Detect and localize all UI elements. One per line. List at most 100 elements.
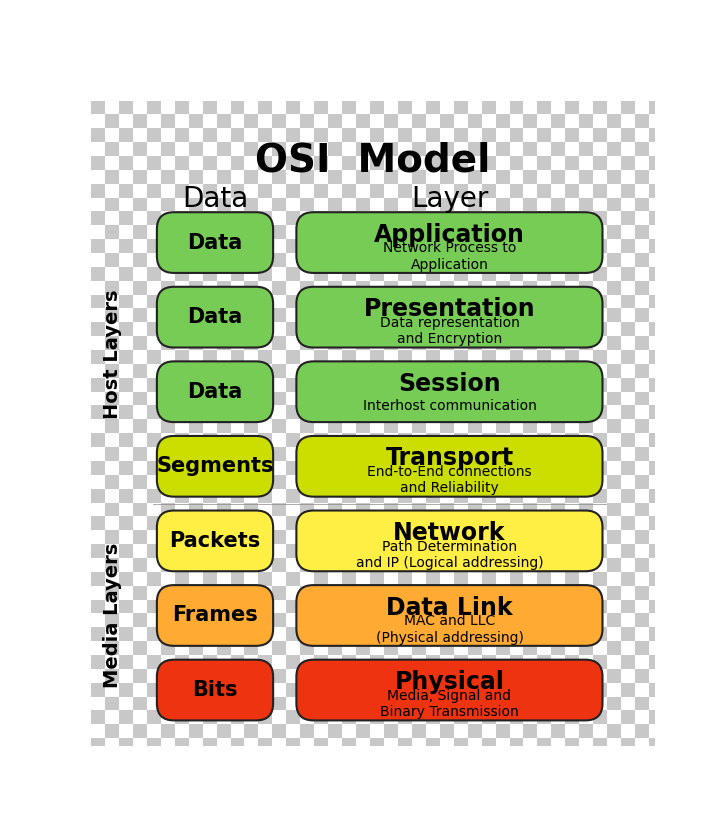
Bar [593, 295, 607, 308]
Bar [231, 738, 245, 752]
Bar [147, 225, 161, 239]
Bar [314, 184, 328, 198]
Bar [635, 696, 649, 711]
Bar [216, 170, 231, 184]
Bar [635, 461, 649, 475]
Bar [342, 447, 356, 461]
Bar [398, 530, 412, 544]
Bar [258, 572, 272, 586]
Bar [328, 613, 342, 627]
Bar [147, 128, 161, 142]
FancyBboxPatch shape [296, 510, 603, 572]
Bar [496, 308, 510, 323]
Bar [328, 558, 342, 572]
Bar [147, 142, 161, 156]
Bar [272, 475, 286, 489]
Bar [105, 752, 119, 766]
Bar [161, 669, 175, 683]
Bar [356, 406, 370, 419]
Bar [286, 211, 300, 225]
Bar [663, 447, 677, 461]
Bar [258, 115, 272, 128]
Bar [202, 239, 216, 253]
Bar [231, 239, 245, 253]
Bar [286, 225, 300, 239]
Bar [245, 419, 258, 433]
Bar [132, 572, 147, 586]
Bar [245, 516, 258, 530]
Bar [105, 142, 119, 156]
Bar [426, 115, 440, 128]
Bar [175, 239, 189, 253]
Bar [635, 738, 649, 752]
Bar [119, 295, 132, 308]
Bar [384, 406, 398, 419]
Bar [467, 281, 482, 295]
Bar [467, 711, 482, 724]
Bar [231, 323, 245, 336]
Bar [216, 711, 231, 724]
Bar [566, 198, 579, 211]
Bar [202, 378, 216, 391]
Bar [412, 613, 426, 627]
Bar [245, 503, 258, 516]
Bar [328, 281, 342, 295]
Bar [328, 711, 342, 724]
Bar [272, 641, 286, 655]
Bar [482, 281, 496, 295]
Bar [510, 475, 523, 489]
Bar [370, 599, 384, 613]
Bar [300, 350, 314, 364]
Bar [161, 586, 175, 599]
Bar [356, 433, 370, 447]
Bar [593, 503, 607, 516]
Bar [649, 696, 663, 711]
Bar [300, 599, 314, 613]
Bar [356, 627, 370, 641]
Bar [566, 447, 579, 461]
Bar [91, 711, 105, 724]
Bar [510, 128, 523, 142]
Bar [607, 489, 621, 503]
Bar [272, 391, 286, 406]
Bar [537, 295, 551, 308]
Bar [272, 530, 286, 544]
Bar [412, 350, 426, 364]
Bar [537, 115, 551, 128]
Bar [467, 142, 482, 156]
Bar [370, 239, 384, 253]
Bar [328, 128, 342, 142]
Bar [119, 336, 132, 350]
Bar [621, 530, 635, 544]
Bar [202, 115, 216, 128]
Bar [132, 184, 147, 198]
Bar [216, 225, 231, 239]
Bar [566, 724, 579, 738]
Bar [105, 323, 119, 336]
Bar [119, 669, 132, 683]
Bar [398, 669, 412, 683]
Bar [216, 378, 231, 391]
Bar [398, 433, 412, 447]
Bar [286, 655, 300, 669]
Bar [482, 752, 496, 766]
Bar [566, 239, 579, 253]
Bar [523, 419, 537, 433]
Bar [384, 142, 398, 156]
Bar [523, 627, 537, 641]
Bar [328, 655, 342, 669]
Bar [566, 308, 579, 323]
Bar [202, 391, 216, 406]
Bar [175, 696, 189, 711]
Bar [91, 281, 105, 295]
Bar [663, 211, 677, 225]
Bar [649, 433, 663, 447]
Bar [440, 281, 454, 295]
Bar [132, 489, 147, 503]
Bar [328, 419, 342, 433]
Bar [607, 558, 621, 572]
Bar [245, 669, 258, 683]
Bar [523, 266, 537, 281]
Bar [412, 558, 426, 572]
Bar [370, 101, 384, 115]
